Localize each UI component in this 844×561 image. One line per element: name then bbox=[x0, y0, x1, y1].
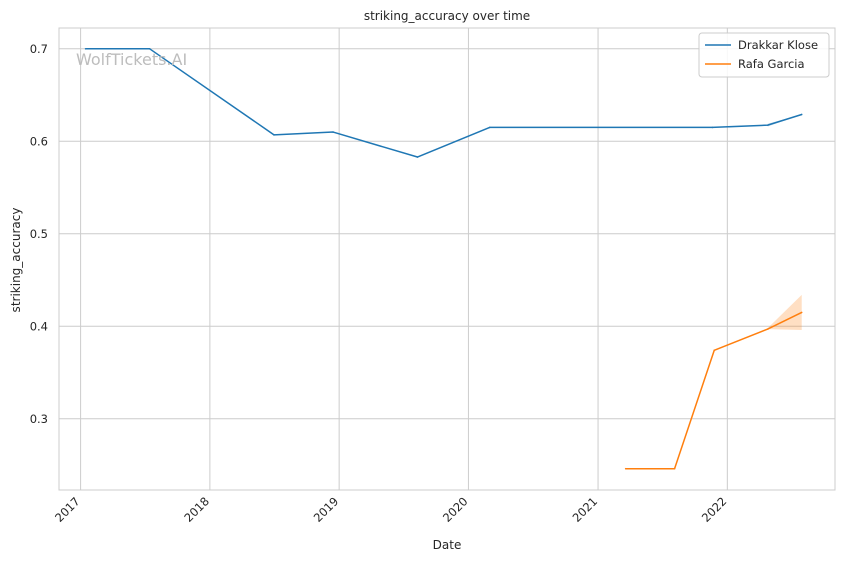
x-tick-label: 2017 bbox=[52, 494, 83, 525]
data-point-drakkar-klose bbox=[416, 156, 419, 158]
legend-label-drakkar-klose: Drakkar Klose bbox=[738, 38, 818, 52]
x-tick-label: 2020 bbox=[440, 494, 471, 525]
y-tick-label: 0.4 bbox=[30, 319, 48, 333]
plot-frame bbox=[58, 27, 836, 491]
watermark: WolfTickets.AI bbox=[76, 50, 187, 69]
data-point-drakkar-klose bbox=[711, 126, 714, 129]
data-point-rafa-garcia bbox=[624, 467, 627, 470]
x-tick-label: 2021 bbox=[570, 494, 601, 525]
y-axis-label: striking_accuracy bbox=[9, 208, 23, 313]
x-tick-label: 2018 bbox=[181, 494, 212, 525]
data-point-drakkar-klose bbox=[766, 124, 769, 126]
plot-area bbox=[59, 28, 835, 490]
data-point-rafa-garcia bbox=[713, 349, 716, 352]
x-axis-label: Date bbox=[433, 538, 462, 552]
data-point-drakkar-klose bbox=[800, 113, 803, 116]
y-tick-labels: 0.3 0.4 0.5 0.6 0.7 bbox=[30, 42, 48, 426]
series-lines bbox=[84, 48, 803, 470]
data-point-drakkar-klose bbox=[488, 126, 491, 129]
x-tick-label: 2022 bbox=[699, 494, 730, 525]
x-tick-labels: 2017 2018 2019 2020 2021 2022 bbox=[52, 494, 729, 525]
legend-box bbox=[698, 32, 830, 78]
data-point-drakkar-klose bbox=[148, 48, 151, 50]
data-point-drakkar-klose bbox=[273, 134, 275, 136]
grid bbox=[59, 28, 835, 490]
data-point-rafa-garcia bbox=[800, 311, 803, 314]
band-rafa-garcia bbox=[767, 294, 802, 330]
legend-label-rafa-garcia: Rafa Garcia bbox=[738, 57, 805, 71]
chart-title: striking_accuracy over time bbox=[364, 9, 530, 23]
y-tick-label: 0.7 bbox=[30, 42, 48, 56]
y-tick-label: 0.5 bbox=[30, 227, 48, 241]
data-point-drakkar-klose bbox=[84, 48, 87, 50]
data-point-drakkar-klose bbox=[332, 131, 334, 133]
x-tick-label: 2019 bbox=[311, 494, 342, 525]
y-tick-label: 0.6 bbox=[30, 134, 48, 148]
data-point-rafa-garcia bbox=[673, 467, 676, 470]
y-tick-label: 0.3 bbox=[30, 412, 48, 426]
legend: Drakkar Klose Rafa Garcia bbox=[698, 32, 830, 78]
data-point-rafa-garcia bbox=[766, 328, 769, 330]
